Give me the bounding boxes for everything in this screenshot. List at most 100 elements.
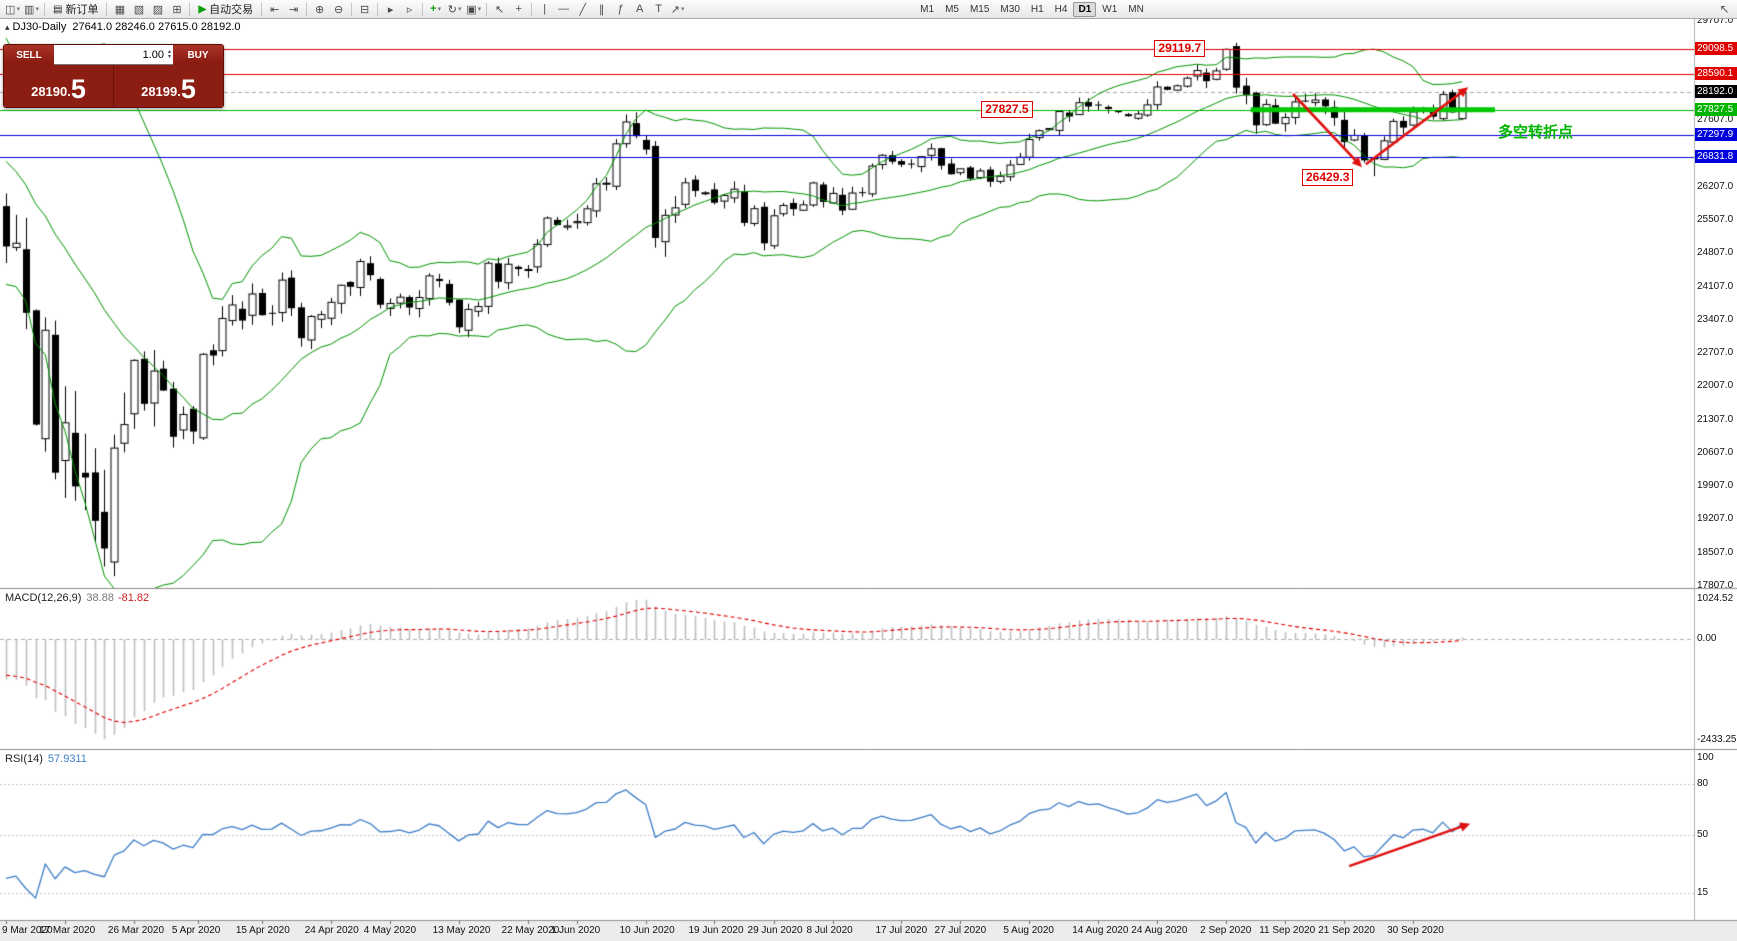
date-label: 26 Mar 2020	[107, 925, 165, 936]
sell-price[interactable]: 28190. 5	[31, 74, 86, 104]
time-axis[interactable]: 9 Mar 2020 17 Mar 2020 26 Mar 2020 5 Apr 20…	[0, 922, 1694, 941]
price-grid-label: 29707.0	[1697, 14, 1734, 26]
date-label: 24 Apr 2020	[304, 925, 359, 936]
new-chart-icon[interactable]: ◫ ▾	[5, 3, 20, 16]
text-icon[interactable]: A	[635, 3, 644, 15]
chart-profiles-icon[interactable]: ▥ ▾	[24, 3, 39, 16]
timeframe-w1[interactable]: W1	[1102, 3, 1118, 15]
price-grid-label: 24107.0	[1697, 280, 1734, 292]
rsi-axis-label: 100	[1697, 752, 1714, 763]
timeframe-mn[interactable]: MN	[1128, 3, 1144, 15]
tile-windows-icon[interactable]: ⊟	[360, 3, 370, 16]
auto-scroll-icon[interactable]: ▸	[387, 3, 394, 16]
macd-axis-label: -2433.25	[1697, 734, 1737, 745]
rsi-axis-label: 15	[1697, 886, 1709, 898]
toolbar-separator	[377, 2, 379, 16]
zoom-out-icon[interactable]: ⊖	[334, 3, 344, 16]
date-label: 30 Sep 2020	[1387, 925, 1444, 936]
trendline-icon[interactable]: ╱	[579, 3, 586, 16]
date-label: 22 May 2020	[501, 925, 560, 936]
toolbar-separator	[531, 2, 533, 16]
toolbox-icon[interactable]: ⊞	[172, 3, 182, 16]
timeframe-d1[interactable]: D1	[1073, 1, 1097, 17]
dock-right-icon[interactable]: ⇥	[289, 3, 299, 16]
annotation-turning-point[interactable]: 多空转折点	[1498, 123, 1574, 141]
chart-shift-icon[interactable]: ▹	[406, 3, 413, 16]
dock-left-icon[interactable]: ⇤	[270, 3, 280, 16]
price-grid-label: 25507.0	[1697, 214, 1734, 226]
arrow-tool-icon[interactable]: ↗ ▾	[670, 3, 685, 16]
fibonacci-icon[interactable]: ƒ	[617, 3, 624, 15]
date-label: 29 Jun 2020	[747, 925, 803, 936]
templates-icon[interactable]: ▣ ▾	[466, 3, 482, 16]
toolbar-separator	[306, 2, 308, 16]
vertical-line-icon[interactable]: |	[543, 3, 547, 15]
price-grid-label: 22707.0	[1697, 347, 1734, 359]
macd-axis-label: 0.00	[1697, 633, 1717, 645]
price-tag: 29098.5	[1695, 42, 1737, 56]
market-watch-icon[interactable]: ▦	[114, 3, 126, 16]
timeframe-h1[interactable]: H1	[1030, 3, 1044, 15]
date-label: 2 Sep 2020	[1200, 925, 1252, 936]
price-grid-label: 26207.0	[1697, 180, 1734, 192]
date-label: 1 Jun 2020	[550, 925, 601, 936]
date-label: 17 Mar 2020	[39, 925, 96, 936]
horizontal-line-icon[interactable]: —	[558, 3, 570, 15]
timeframe-m1[interactable]: M1	[920, 3, 935, 15]
price-grid-label: 17807.0	[1697, 579, 1734, 591]
equidistant-channel-icon[interactable]: ∥	[598, 3, 605, 16]
toolbar-separator	[44, 2, 45, 16]
volume-spinner[interactable]: ▴ ▾	[167, 48, 171, 60]
sell-button[interactable]: SELL	[4, 45, 54, 65]
buy-price[interactable]: 28199. 5	[113, 65, 223, 107]
price-grid-label: 22007.0	[1697, 380, 1734, 392]
macd-indicator-label: MACD(12,26,9) 38.88 -81.82	[5, 592, 150, 604]
toolbar-separator	[189, 2, 191, 16]
price-grid-label: 21307.0	[1697, 413, 1734, 425]
price-grid-label: 23407.0	[1697, 313, 1734, 325]
annotation-low-26429[interactable]: 26429.3	[1302, 169, 1354, 187]
one-click-trading-panel: SELL 1.00 ▴ ▾ BUY 28190. 5 28199. 5	[3, 44, 224, 108]
price-tag: 28192.0	[1695, 85, 1737, 99]
date-label: 14 Aug 2020	[1072, 925, 1129, 936]
new-order-button[interactable]: ▤ 新订单	[53, 3, 99, 17]
add-indicator-icon[interactable]: + ▾	[430, 3, 442, 15]
date-label: 27 Jul 2020	[934, 925, 987, 936]
price-tag: 27297.9	[1695, 127, 1737, 141]
timeframe-m5[interactable]: M5	[945, 3, 959, 15]
data-window-icon[interactable]: ▧	[133, 3, 145, 16]
algo-trading-button[interactable]: ▶ 自动交易	[198, 3, 254, 17]
price-axis[interactable]: 29707.0 27607.0 26207.0 25507.0 24807.0 24107…	[1694, 0, 1737, 920]
macd-axis-label: 1024.52	[1697, 593, 1734, 604]
timeframe-m15[interactable]: M15	[969, 3, 990, 15]
volume-value: 1.00	[142, 48, 164, 61]
spinner-up-icon[interactable]: ▴	[167, 48, 171, 55]
cursor-icon[interactable]: ↖	[495, 3, 505, 16]
toolbar-separator	[486, 2, 488, 16]
navigator-icon[interactable]: ▨	[152, 3, 164, 16]
buy-button[interactable]: BUY	[173, 45, 223, 65]
periods-icon[interactable]: ↻ ▾	[447, 3, 462, 16]
date-label: 8 Jul 2020	[806, 925, 853, 936]
macd-axis[interactable]: 1024.52 0.00 -2433.25	[1694, 0, 1737, 920]
annotation-level-27827[interactable]: 27827.5	[981, 101, 1033, 119]
price-grid-label: 27607.0	[1697, 114, 1734, 126]
spinner-down-icon[interactable]: ▾	[167, 53, 171, 60]
crosshair-icon[interactable]: +	[515, 3, 522, 15]
rsi-axis[interactable]: 100 80 50 15	[1694, 0, 1737, 920]
rsi-axis-label: 80	[1697, 778, 1709, 790]
date-label: 24 Aug 2020	[1131, 925, 1188, 936]
annotation-high-29119[interactable]: 29119.7	[1154, 39, 1206, 57]
volume-input[interactable]: 1.00 ▴ ▾	[54, 45, 173, 65]
ohlc-values: 27641.0 28246.0 27615.0 28192.0	[72, 21, 241, 33]
timeframe-h4[interactable]: H4	[1054, 3, 1068, 15]
timeframe-m30[interactable]: M30	[1000, 3, 1020, 15]
price-grid-label: 19907.0	[1697, 480, 1734, 492]
date-label: 5 Aug 2020	[1003, 925, 1054, 936]
zoom-in-icon[interactable]: ⊕	[315, 3, 325, 16]
date-label: 21 Sep 2020	[1318, 925, 1375, 936]
label-icon[interactable]: T	[655, 3, 663, 15]
one-click-toggle-icon[interactable]: ▴	[5, 22, 10, 32]
